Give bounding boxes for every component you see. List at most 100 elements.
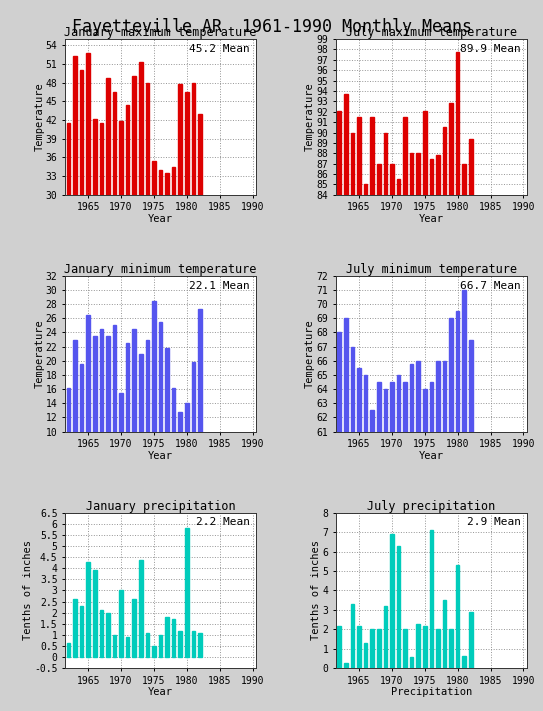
- Bar: [146, 633, 149, 657]
- X-axis label: Year: Year: [419, 214, 444, 224]
- Bar: [132, 329, 136, 503]
- Bar: [67, 643, 70, 657]
- Bar: [198, 309, 202, 503]
- Text: 22.1 Mean: 22.1 Mean: [190, 281, 250, 291]
- Bar: [198, 114, 202, 382]
- Bar: [126, 105, 129, 382]
- Bar: [198, 633, 202, 657]
- Bar: [443, 360, 446, 711]
- Bar: [132, 599, 136, 657]
- Bar: [337, 333, 341, 711]
- Bar: [344, 663, 348, 668]
- Bar: [337, 111, 341, 711]
- Bar: [403, 117, 407, 711]
- Bar: [456, 311, 459, 711]
- Title: July maximum temperature: July maximum temperature: [346, 26, 517, 39]
- Title: July minimum temperature: July minimum temperature: [346, 263, 517, 276]
- Bar: [179, 631, 182, 657]
- Bar: [423, 389, 427, 711]
- Bar: [93, 336, 97, 503]
- Bar: [113, 635, 116, 657]
- Bar: [390, 534, 394, 668]
- Bar: [113, 92, 116, 382]
- Bar: [456, 565, 459, 668]
- Bar: [80, 70, 84, 382]
- Bar: [357, 626, 361, 668]
- Bar: [351, 604, 354, 668]
- Bar: [416, 154, 420, 711]
- Bar: [383, 132, 387, 711]
- Bar: [165, 348, 169, 503]
- Bar: [390, 164, 394, 711]
- Bar: [390, 382, 394, 711]
- Bar: [357, 368, 361, 711]
- Bar: [73, 599, 77, 657]
- Bar: [146, 83, 149, 382]
- Bar: [119, 392, 123, 503]
- Bar: [185, 92, 188, 382]
- Bar: [99, 329, 103, 503]
- Y-axis label: Tenths of inches: Tenths of inches: [311, 540, 321, 641]
- Bar: [377, 164, 381, 711]
- Bar: [351, 347, 354, 711]
- Bar: [383, 389, 387, 711]
- Y-axis label: Temperature: Temperature: [305, 319, 315, 388]
- Bar: [370, 117, 374, 711]
- Bar: [410, 154, 413, 711]
- Bar: [423, 111, 427, 711]
- Bar: [192, 631, 195, 657]
- Bar: [106, 336, 110, 503]
- Bar: [463, 164, 466, 711]
- X-axis label: Year: Year: [148, 451, 173, 461]
- Bar: [377, 629, 381, 668]
- Bar: [430, 530, 433, 668]
- Bar: [80, 364, 84, 503]
- Bar: [469, 612, 472, 668]
- Bar: [93, 119, 97, 382]
- Bar: [126, 637, 129, 657]
- Text: Fayetteville AR  1961-1990 Monthly Means: Fayetteville AR 1961-1990 Monthly Means: [72, 18, 471, 36]
- Y-axis label: Temperature: Temperature: [34, 82, 45, 151]
- Bar: [344, 94, 348, 711]
- Bar: [396, 375, 400, 711]
- Bar: [357, 117, 361, 711]
- Text: 89.9 Mean: 89.9 Mean: [460, 44, 521, 54]
- Bar: [93, 570, 97, 657]
- Bar: [443, 600, 446, 668]
- Bar: [403, 382, 407, 711]
- Bar: [99, 611, 103, 657]
- Bar: [67, 123, 70, 382]
- Bar: [179, 412, 182, 503]
- Bar: [113, 326, 116, 503]
- Bar: [370, 629, 374, 668]
- Bar: [86, 315, 90, 503]
- Title: January precipitation: January precipitation: [86, 500, 235, 513]
- Text: 2.9 Mean: 2.9 Mean: [467, 518, 521, 528]
- Text: 45.2 Mean: 45.2 Mean: [190, 44, 250, 54]
- Bar: [106, 613, 110, 657]
- Bar: [436, 156, 440, 711]
- Bar: [99, 123, 103, 382]
- Bar: [159, 170, 162, 382]
- Bar: [152, 646, 156, 657]
- Bar: [364, 184, 368, 711]
- Bar: [383, 606, 387, 668]
- Bar: [86, 562, 90, 657]
- Bar: [119, 122, 123, 382]
- X-axis label: Year: Year: [148, 688, 173, 697]
- Bar: [73, 56, 77, 382]
- Bar: [192, 362, 195, 503]
- Bar: [416, 360, 420, 711]
- Bar: [73, 340, 77, 503]
- Bar: [337, 626, 341, 668]
- Bar: [152, 161, 156, 382]
- Bar: [430, 159, 433, 711]
- Text: 66.7 Mean: 66.7 Mean: [460, 281, 521, 291]
- Bar: [139, 62, 143, 382]
- Bar: [456, 52, 459, 711]
- Bar: [185, 528, 188, 657]
- Bar: [377, 382, 381, 711]
- Y-axis label: Temperature: Temperature: [34, 319, 45, 388]
- Bar: [463, 656, 466, 668]
- Bar: [179, 84, 182, 382]
